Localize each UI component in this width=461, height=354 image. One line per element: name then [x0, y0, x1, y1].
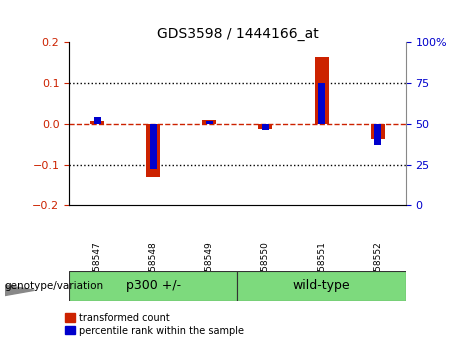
- Bar: [94, 118, 100, 124]
- Bar: [202, 120, 216, 124]
- Text: genotype/variation: genotype/variation: [5, 281, 104, 291]
- Text: GSM458550: GSM458550: [261, 241, 270, 297]
- Title: GDS3598 / 1444166_at: GDS3598 / 1444166_at: [157, 28, 318, 41]
- Bar: [318, 83, 325, 124]
- Text: wild-type: wild-type: [293, 279, 350, 292]
- Bar: [206, 121, 213, 124]
- Bar: [69, 271, 237, 301]
- Bar: [371, 124, 384, 139]
- Polygon shape: [5, 285, 35, 296]
- Bar: [237, 271, 406, 301]
- Bar: [259, 124, 272, 129]
- Legend: transformed count, percentile rank within the sample: transformed count, percentile rank withi…: [65, 313, 244, 336]
- Text: GSM458549: GSM458549: [205, 242, 214, 296]
- Bar: [90, 121, 104, 124]
- Bar: [150, 124, 157, 170]
- Bar: [262, 124, 269, 130]
- Bar: [374, 124, 381, 145]
- Text: GSM458548: GSM458548: [149, 242, 158, 296]
- Text: GSM458547: GSM458547: [93, 242, 102, 296]
- Text: GSM458552: GSM458552: [373, 242, 382, 296]
- Bar: [314, 57, 329, 124]
- Text: GSM458551: GSM458551: [317, 241, 326, 297]
- Text: p300 +/-: p300 +/-: [126, 279, 181, 292]
- Bar: [146, 124, 160, 177]
